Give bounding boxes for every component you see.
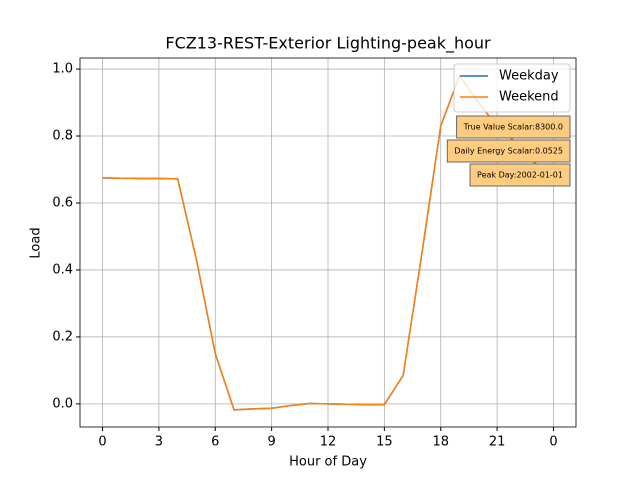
x-tick-label: 18 <box>432 435 449 450</box>
annotation-text: Daily Energy Scalar:0.0525 <box>454 147 563 156</box>
legend: Weekday Weekend <box>453 63 571 113</box>
legend-label: Weekend <box>499 90 559 105</box>
y-axis-label: Load <box>29 227 44 258</box>
y-tick-label: 1.0 <box>52 62 73 77</box>
x-tick-label: 21 <box>489 435 506 450</box>
y-tick-label: 0.8 <box>52 129 73 144</box>
x-tick-label: 3 <box>155 435 163 450</box>
y-tick-label: 0.6 <box>52 195 73 210</box>
x-tick-label: 12 <box>320 435 337 450</box>
x-tick-label: 9 <box>267 435 275 450</box>
annotation-text: True Value Scalar:8300.0 <box>463 123 563 132</box>
x-tick-label: 0 <box>98 435 106 450</box>
plot-frame <box>79 57 577 428</box>
chart-title: FCZ13-REST-Exterior Lighting-peak_hour <box>165 34 491 54</box>
x-tick-label: 0 <box>549 435 557 450</box>
y-tick-label: 0.2 <box>52 329 73 344</box>
y-tick-label: 0.0 <box>52 396 73 411</box>
x-axis-label: Hour of Day <box>289 455 367 470</box>
annotation-box <box>456 115 571 139</box>
x-tick-label: 6 <box>211 435 219 450</box>
x-tick-label: 15 <box>376 435 393 450</box>
y-tick-label: 0.4 <box>52 262 73 277</box>
annotation-box <box>446 139 571 163</box>
legend-label: Weekday <box>499 69 559 84</box>
annotation-text: Peak Day:2002-01-01 <box>477 171 563 180</box>
annotation-box <box>469 163 571 187</box>
